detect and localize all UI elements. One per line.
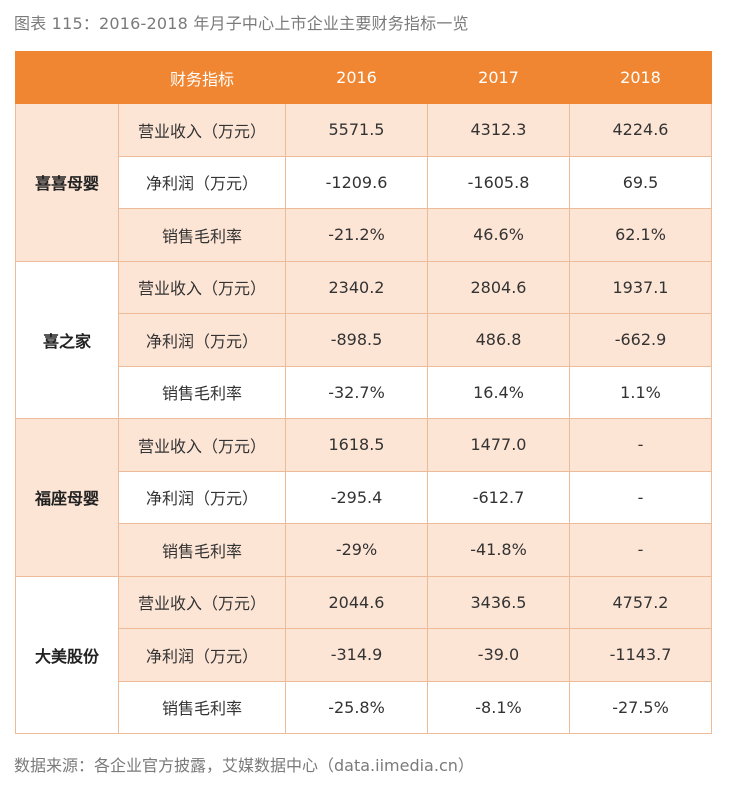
figure-caption: 图表 115：2016-2018 年月子中心上市企业主要财务指标一览 xyxy=(14,14,469,33)
value-2018: -662.9 xyxy=(569,313,712,367)
company-name: 喜喜母婴 xyxy=(15,103,119,262)
value-2016: 1618.5 xyxy=(285,418,428,472)
value-2017: -612.7 xyxy=(427,470,570,524)
metric-label: 净利润（万元） xyxy=(118,155,286,209)
value-2017: 486.8 xyxy=(427,313,570,367)
header-2018: 2018 xyxy=(569,51,712,104)
value-2018: 4757.2 xyxy=(569,575,712,629)
metric-label: 营业收入（万元） xyxy=(118,418,286,472)
value-2017: 3436.5 xyxy=(427,575,570,629)
table-row: 净利润（万元） -295.4 -612.7 - xyxy=(16,470,712,524)
table-row: 喜喜母婴 营业收入（万元） 5571.5 4312.3 4224.6 xyxy=(15,103,712,262)
value-2017: -1605.8 xyxy=(427,155,570,209)
value-2017: 46.6% xyxy=(427,208,570,262)
table-row: 净利润（万元） -314.9 -39.0 -1143.7 xyxy=(16,628,712,682)
table-row: 销售毛利率 -25.8% -8.1% -27.5% xyxy=(16,680,712,734)
table-row: 销售毛利率 -29% -41.8% - xyxy=(16,523,712,577)
metric-label: 营业收入（万元） xyxy=(118,103,286,157)
metric-label: 销售毛利率 xyxy=(118,208,286,262)
value-2017: 16.4% xyxy=(427,365,570,419)
metric-label: 销售毛利率 xyxy=(118,365,286,419)
value-2017: 4312.3 xyxy=(427,103,570,157)
header-2016: 2016 xyxy=(285,51,428,104)
company-name: 福座母婴 xyxy=(15,418,119,577)
financial-indicators-table: 财务指标 2016 2017 2018 喜喜母婴 营业收入（万元） 5571.5… xyxy=(15,51,712,734)
table-row: 净利润（万元） -1209.6 -1605.8 69.5 xyxy=(16,155,712,209)
value-2016: -29% xyxy=(285,523,428,577)
value-2016: -21.2% xyxy=(285,208,428,262)
value-2016: 2340.2 xyxy=(285,260,428,314)
metric-label: 营业收入（万元） xyxy=(118,575,286,629)
value-2018: - xyxy=(569,470,712,524)
metric-label: 净利润（万元） xyxy=(118,628,286,682)
value-2018: - xyxy=(569,523,712,577)
value-2018: -1143.7 xyxy=(569,628,712,682)
value-2016: -898.5 xyxy=(285,313,428,367)
value-2017: 2804.6 xyxy=(427,260,570,314)
metric-label: 销售毛利率 xyxy=(118,680,286,734)
value-2017: -39.0 xyxy=(427,628,570,682)
table-row: 大美股份 营业收入（万元） 2044.6 3436.5 4757.2 xyxy=(15,575,712,734)
header-company xyxy=(15,51,119,104)
header-indicator: 财务指标 xyxy=(118,51,286,104)
value-2018: - xyxy=(569,418,712,472)
value-2016: 5571.5 xyxy=(285,103,428,157)
value-2016: -32.7% xyxy=(285,365,428,419)
value-2017: -8.1% xyxy=(427,680,570,734)
table-row: 销售毛利率 -21.2% 46.6% 62.1% xyxy=(16,208,712,262)
table-row: 净利润（万元） -898.5 486.8 -662.9 xyxy=(16,313,712,367)
value-2018: 4224.6 xyxy=(569,103,712,157)
value-2018: 62.1% xyxy=(569,208,712,262)
source-note: 数据来源：各企业官方披露，艾媒数据中心（data.iimedia.cn） xyxy=(14,756,474,775)
value-2016: -25.8% xyxy=(285,680,428,734)
table-row: 喜之家 营业收入（万元） 2340.2 2804.6 1937.1 xyxy=(15,260,712,419)
value-2016: 2044.6 xyxy=(285,575,428,629)
metric-label: 营业收入（万元） xyxy=(118,260,286,314)
value-2018: -27.5% xyxy=(569,680,712,734)
value-2018: 1.1% xyxy=(569,365,712,419)
metric-label: 净利润（万元） xyxy=(118,313,286,367)
table-row: 销售毛利率 -32.7% 16.4% 1.1% xyxy=(16,365,712,419)
company-name: 喜之家 xyxy=(15,260,119,419)
value-2017: -41.8% xyxy=(427,523,570,577)
metric-label: 净利润（万元） xyxy=(118,470,286,524)
table-row: 福座母婴 营业收入（万元） 1618.5 1477.0 - xyxy=(15,418,712,577)
header-2017: 2017 xyxy=(427,51,570,104)
value-2018: 1937.1 xyxy=(569,260,712,314)
company-name: 大美股份 xyxy=(15,575,119,734)
value-2018: 69.5 xyxy=(569,155,712,209)
value-2016: -314.9 xyxy=(285,628,428,682)
value-2016: -1209.6 xyxy=(285,155,428,209)
metric-label: 销售毛利率 xyxy=(118,523,286,577)
table-header-row: 财务指标 2016 2017 2018 xyxy=(15,51,712,104)
value-2016: -295.4 xyxy=(285,470,428,524)
value-2017: 1477.0 xyxy=(427,418,570,472)
